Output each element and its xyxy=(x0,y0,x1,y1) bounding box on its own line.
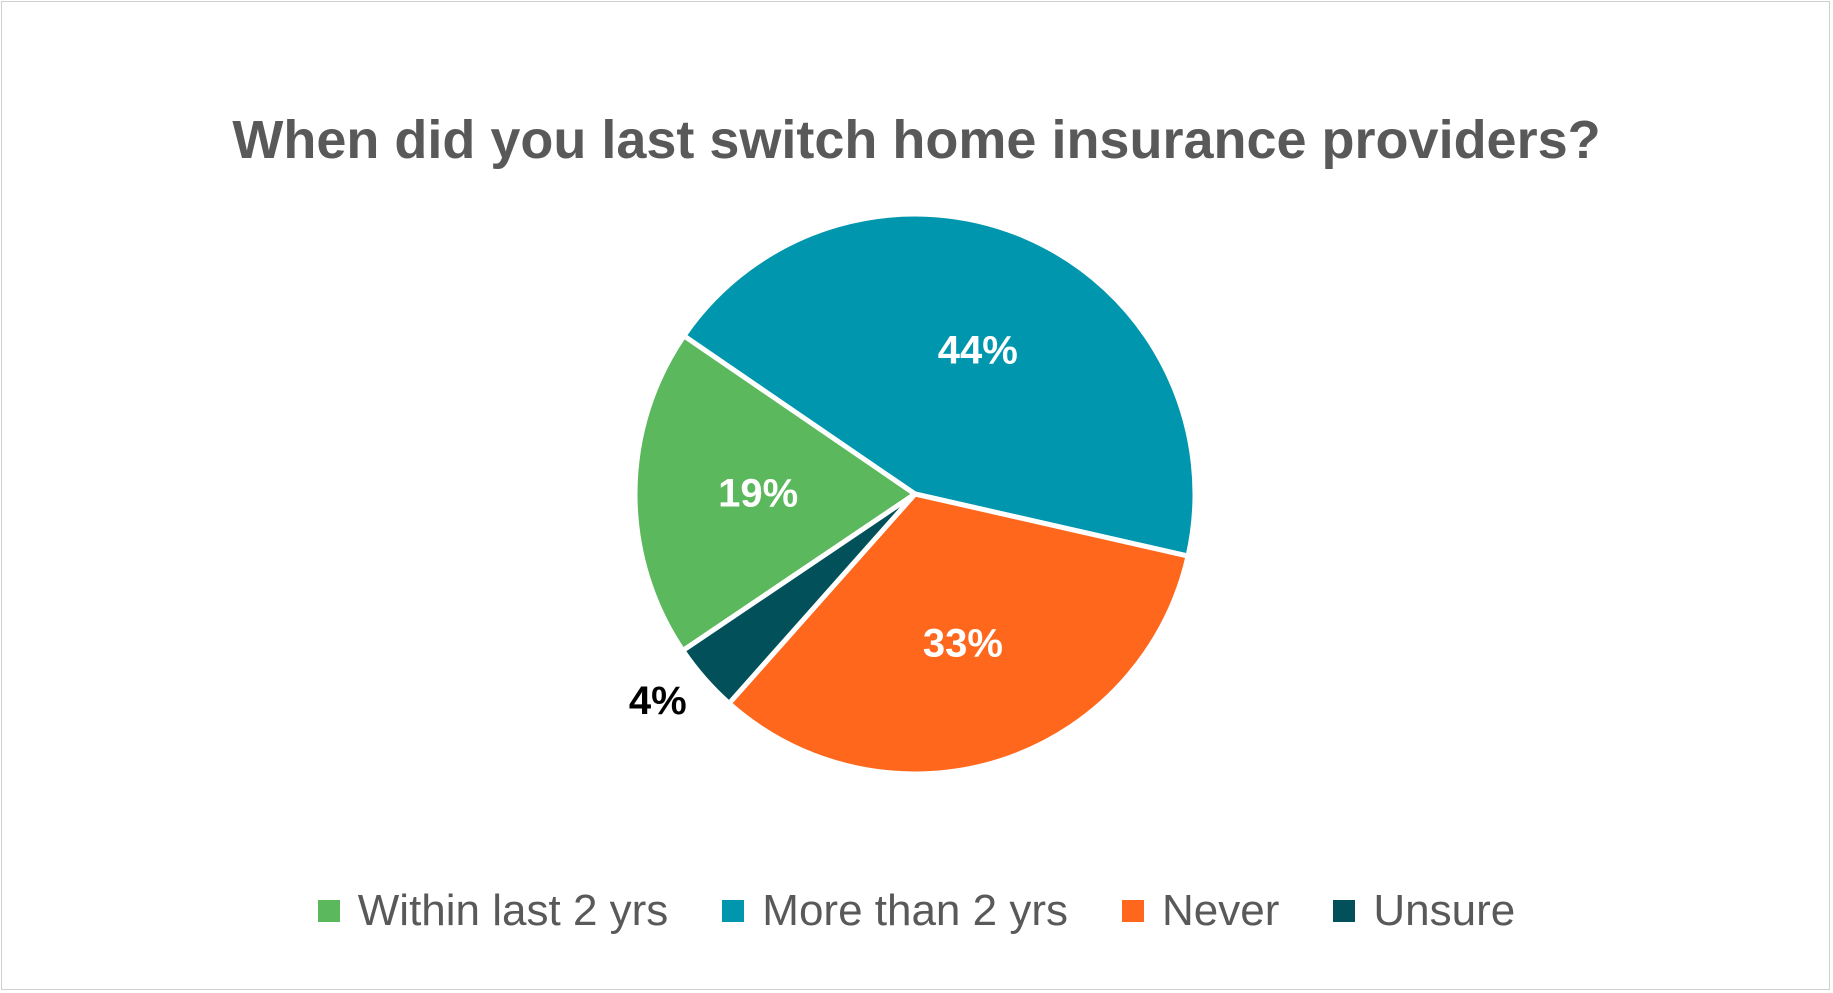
legend-label-unsure: Unsure xyxy=(1373,886,1516,935)
pie-data-labels: 19% 44% 33% 4% xyxy=(629,328,1018,723)
legend-swatch-more-than-2-yrs xyxy=(722,900,745,922)
legend: Within last 2 yrs More than 2 yrs Never Uns… xyxy=(0,886,1833,936)
pie-slice-within-last-2-yrs xyxy=(632,333,918,654)
legend-label-within-last-2-yrs: Within last 2 yrs xyxy=(357,886,669,935)
legend-swatch-never xyxy=(1121,900,1144,922)
legend-swatch-unsure xyxy=(1333,900,1356,922)
legend-swatch-within-last-2-yrs xyxy=(317,900,340,922)
data-label-more-than-2-yrs: 44% xyxy=(938,328,1018,372)
pie-slice-never xyxy=(726,491,1191,777)
legend-item-unsure: Unsure xyxy=(1333,886,1515,936)
legend-item-more-than-2-yrs: More than 2 yrs xyxy=(722,886,1068,936)
pie-slice-more-than-2-yrs xyxy=(681,211,1198,559)
pie-slice-unsure xyxy=(680,491,918,706)
legend-label-never: Never xyxy=(1161,886,1280,935)
chart-title: When did you last switch home insurance … xyxy=(232,110,1601,170)
data-label-unsure: 4% xyxy=(629,679,687,723)
legend-item-never: Never xyxy=(1121,886,1280,936)
data-label-within-last-2-yrs: 19% xyxy=(718,472,798,516)
data-label-never: 33% xyxy=(923,621,1003,665)
legend-label-more-than-2-yrs: More than 2 yrs xyxy=(762,886,1068,935)
legend-item-within-last-2-yrs: Within last 2 yrs xyxy=(317,886,669,936)
pie-slices xyxy=(632,211,1198,777)
